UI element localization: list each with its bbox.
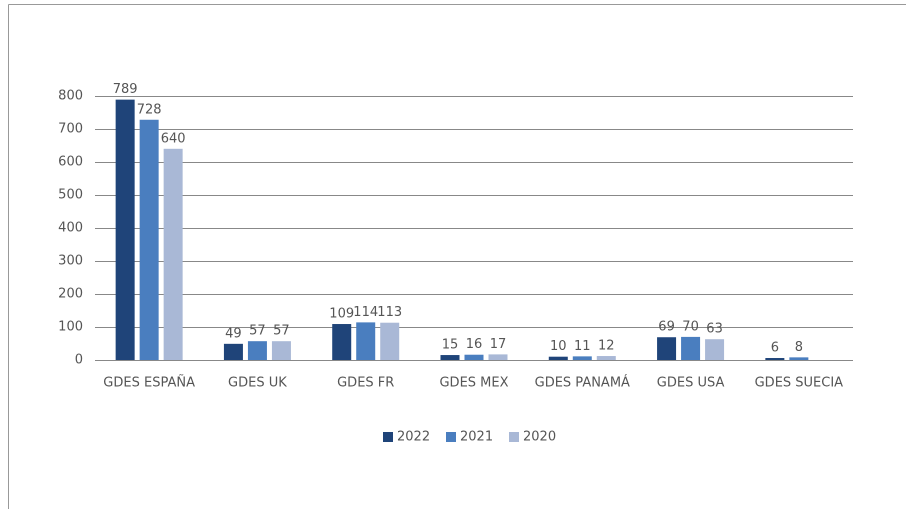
value-label: 11: [574, 339, 591, 354]
bar: [657, 337, 677, 360]
y-tick-label: 100: [58, 320, 83, 335]
y-tick-label: 700: [58, 122, 83, 137]
value-label: 15: [442, 338, 459, 353]
bar: [596, 356, 616, 360]
legend-label: 2020: [523, 430, 556, 445]
x-tick-label: GDES PANAMÁ: [535, 375, 630, 391]
value-label: 57: [249, 324, 266, 339]
y-tick-label: 0: [75, 353, 83, 368]
value-label: 10: [550, 339, 567, 354]
bar: [115, 99, 135, 360]
value-label: 789: [113, 82, 138, 97]
value-label: 49: [225, 326, 242, 341]
value-label: 728: [137, 102, 162, 117]
bar: [488, 354, 508, 360]
legend-swatch: [383, 432, 393, 442]
bar: [548, 356, 568, 360]
y-tick-label: 500: [58, 188, 83, 203]
x-tick-label: GDES SUECIA: [755, 376, 844, 391]
value-label: 17: [490, 337, 507, 352]
y-tick-label: 400: [58, 221, 83, 236]
bar: [572, 356, 592, 360]
value-label: 8: [795, 340, 803, 355]
bar: [247, 341, 267, 360]
bar: [223, 343, 243, 360]
legend-label: 2022: [397, 430, 430, 445]
value-label: 6: [771, 341, 779, 356]
legend-swatch: [509, 432, 519, 442]
value-label: 69: [658, 320, 675, 335]
value-label: 57: [273, 324, 290, 339]
y-tick-label: 300: [58, 254, 83, 269]
value-label: 109: [329, 307, 354, 322]
bar: [271, 341, 291, 360]
x-tick-label: GDES FR: [337, 376, 394, 391]
bar: [440, 355, 460, 360]
value-label: 63: [706, 322, 723, 337]
bar: [765, 358, 785, 360]
y-tick-label: 200: [58, 287, 83, 302]
y-tick-label: 800: [58, 89, 83, 104]
value-label: 12: [598, 339, 615, 354]
bar: [705, 339, 725, 360]
y-tick-label: 600: [58, 155, 83, 170]
value-label: 113: [377, 305, 402, 320]
bar: [380, 322, 400, 360]
x-tick-label: GDES USA: [657, 376, 725, 391]
bar: [464, 354, 484, 360]
x-tick-label: GDES ESPAÑA: [103, 375, 195, 391]
value-label: 114: [353, 305, 378, 320]
value-label: 16: [466, 337, 483, 352]
bar: [356, 322, 376, 360]
bar: [681, 336, 701, 360]
legend-swatch: [446, 432, 456, 442]
x-tick-label: GDES MEX: [439, 376, 508, 391]
legend-label: 2021: [460, 430, 493, 445]
bar: [163, 148, 183, 360]
bar: [139, 119, 159, 360]
bar: [789, 357, 809, 360]
value-label: 640: [161, 131, 186, 146]
value-label: 70: [682, 319, 699, 334]
bar: [332, 324, 352, 360]
x-tick-label: GDES UK: [228, 376, 287, 391]
